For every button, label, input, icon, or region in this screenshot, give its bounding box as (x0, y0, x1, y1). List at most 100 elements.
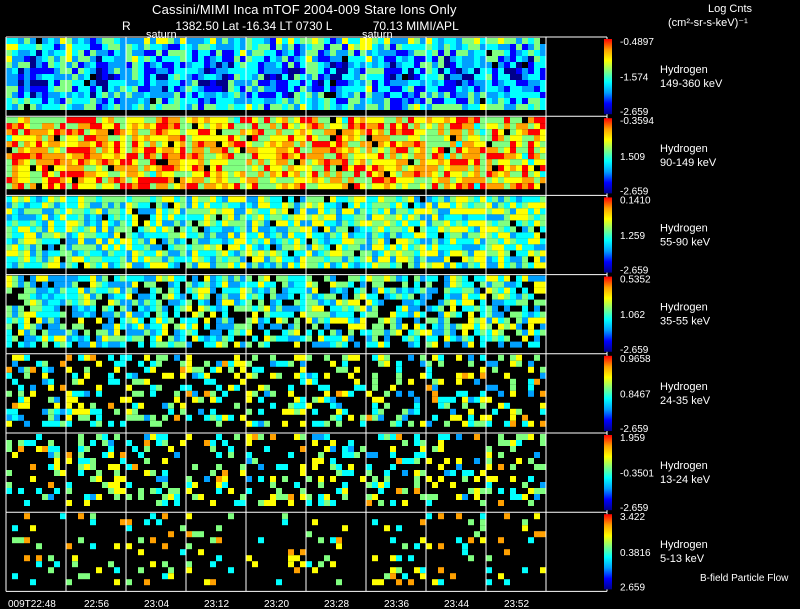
heatmap-cell (456, 98, 462, 104)
heatmap-cell (372, 196, 378, 203)
heatmap-cell (240, 329, 246, 336)
heatmap-cell (366, 98, 372, 104)
heatmap-cell (162, 458, 168, 464)
heatmap-cell (360, 238, 366, 245)
heatmap-cell (390, 323, 396, 330)
heatmap-cell (534, 220, 540, 227)
heatmap-cell (534, 238, 540, 245)
heatmap-cell (90, 62, 96, 68)
heatmap-cell (222, 141, 228, 148)
heatmap-cell (372, 220, 378, 227)
heatmap-cell (414, 92, 420, 98)
heatmap-cell (444, 129, 450, 136)
heatmap-cell (48, 153, 54, 160)
heatmap-cell (540, 177, 546, 184)
heatmap-cell (312, 458, 318, 464)
heatmap-cell (336, 44, 342, 50)
heatmap-cell (84, 177, 90, 184)
heatmap-cell (426, 275, 432, 282)
heatmap-cell (78, 80, 84, 86)
heatmap-cell (90, 244, 96, 251)
heatmap-cell (18, 537, 24, 544)
heatmap-cell (534, 56, 540, 62)
heatmap-cell (204, 378, 210, 385)
heatmap-cell (396, 366, 402, 373)
heatmap-cell (6, 196, 12, 203)
heatmap-cell (438, 62, 444, 68)
heatmap-cell (498, 250, 504, 257)
heatmap-cell (96, 232, 102, 239)
heatmap-cell (402, 171, 408, 178)
heatmap-cell (12, 104, 18, 110)
heatmap-cell (222, 311, 228, 318)
heatmap-cell (504, 50, 510, 56)
heatmap-cell (444, 177, 450, 184)
heatmap-cell (252, 390, 258, 397)
heatmap-cell (276, 488, 282, 494)
heatmap-cell (210, 44, 216, 50)
heatmap-cell (432, 202, 438, 209)
heatmap-cell (498, 464, 504, 470)
heatmap-cell (468, 141, 474, 148)
heatmap-cell (258, 537, 264, 544)
heatmap-cell (474, 329, 480, 336)
heatmap-cell (180, 38, 186, 44)
heatmap-cell (36, 147, 42, 154)
heatmap-cell (222, 123, 228, 130)
heatmap-cell (330, 500, 336, 506)
heatmap-cell (42, 50, 48, 56)
heatmap-cell (270, 250, 276, 257)
heatmap-cell (156, 232, 162, 239)
heatmap-cell (342, 446, 348, 452)
heatmap-cell (30, 44, 36, 50)
heatmap-cell (276, 165, 282, 172)
heatmap-cell (78, 50, 84, 56)
heatmap-cell (396, 123, 402, 130)
heatmap-cell (246, 317, 252, 324)
heatmap-cell (528, 135, 534, 142)
heatmap-cell (414, 202, 420, 209)
panel-energy-label: 55-90 keV (660, 236, 711, 248)
heatmap-cell (60, 208, 66, 215)
heatmap-cell (348, 74, 354, 80)
heatmap-cell (522, 256, 528, 263)
heatmap-cell (228, 299, 234, 306)
heatmap-cell (48, 68, 54, 74)
heatmap-cell (300, 420, 306, 427)
heatmap-cell (504, 44, 510, 50)
heatmap-cell (216, 323, 222, 330)
heatmap-cell (510, 56, 516, 62)
heatmap-cell (210, 92, 216, 98)
heatmap-cell (336, 153, 342, 160)
heatmap-cell (192, 104, 198, 110)
heatmap-cell (114, 226, 120, 233)
heatmap-cell (210, 232, 216, 239)
heatmap-cell (522, 335, 528, 342)
heatmap-cell (270, 177, 276, 184)
heatmap-cell (60, 250, 66, 257)
heatmap-cell (384, 238, 390, 245)
heatmap-cell (234, 360, 240, 367)
heatmap-cell (420, 567, 426, 574)
heatmap-cell (12, 573, 18, 580)
heatmap-cell (180, 402, 186, 409)
heatmap-cell (312, 420, 318, 427)
heatmap-cell (270, 214, 276, 221)
heatmap-cell (210, 177, 216, 184)
heatmap-cell (132, 147, 138, 154)
heatmap-cell (240, 220, 246, 227)
heatmap-cell (240, 98, 246, 104)
heatmap-cell (486, 98, 492, 104)
heatmap-cell (486, 396, 492, 403)
heatmap-cell (48, 317, 54, 324)
heatmap-cell (378, 354, 384, 361)
heatmap-cell (294, 567, 300, 574)
heatmap-cell (534, 117, 540, 124)
heatmap-cell (252, 177, 258, 184)
heatmap-cell (486, 452, 492, 458)
heatmap-cell (306, 62, 312, 68)
heatmap-cell (438, 329, 444, 336)
heatmap-cell (144, 519, 150, 526)
heatmap-cell (186, 250, 192, 257)
heatmap-cell (486, 68, 492, 74)
